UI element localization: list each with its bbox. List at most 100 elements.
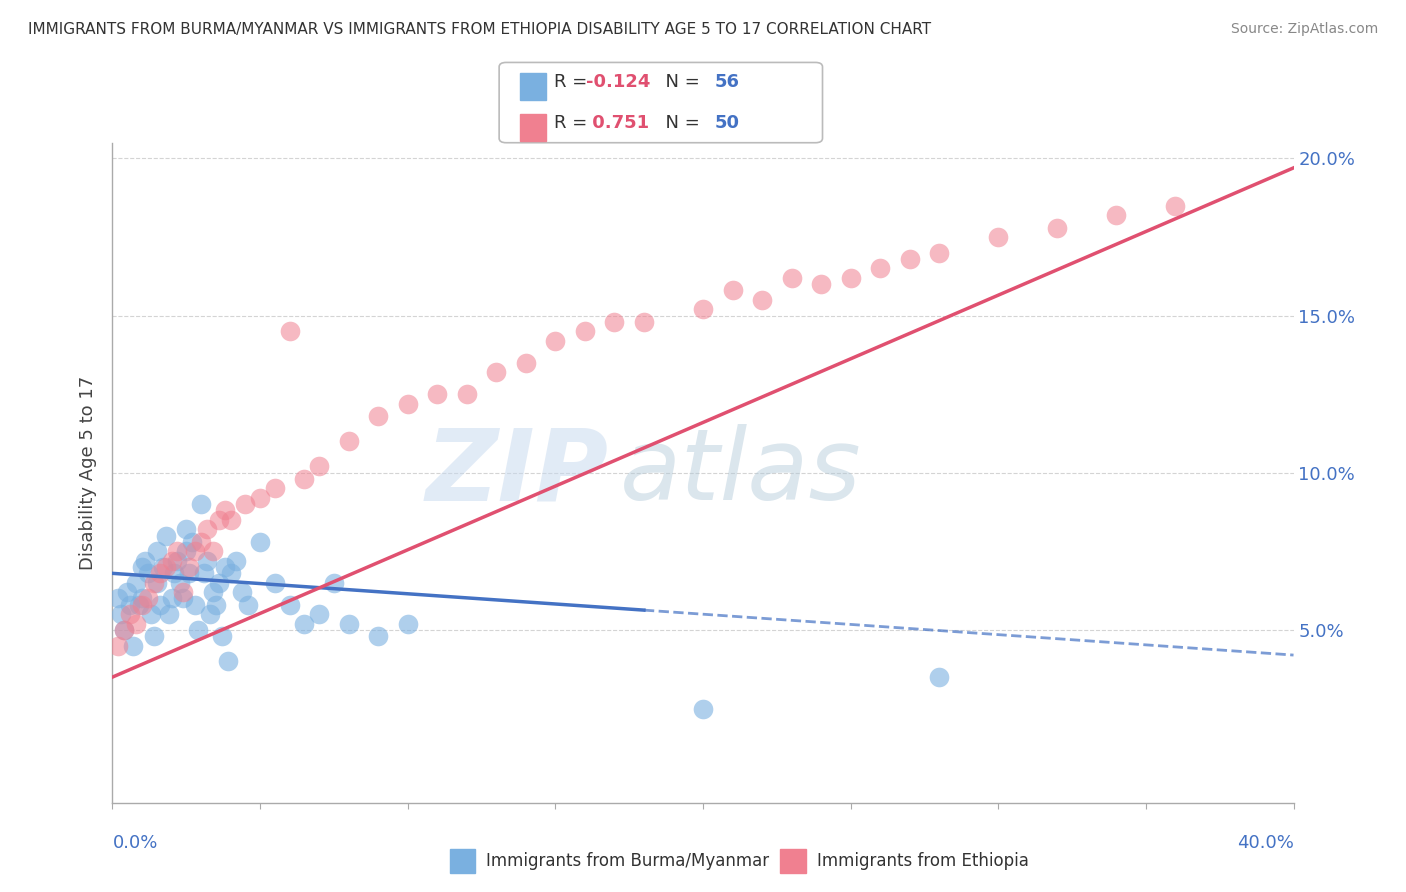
Point [160,554,183,568]
Point [136,591,159,606]
Point [928,670,950,684]
Point [249,535,271,549]
Point [131,591,153,606]
Point [166,554,188,568]
Point [751,293,773,307]
Point [323,575,346,590]
Point [146,575,169,590]
Point [120,598,142,612]
Point [721,284,744,298]
Text: 0.751: 0.751 [586,114,650,132]
Point [869,261,891,276]
Point [292,616,315,631]
Point [152,560,174,574]
Point [1105,208,1128,222]
Point [128,598,150,612]
Point [292,472,315,486]
Point [214,560,236,574]
Point [367,629,389,643]
Point [987,230,1010,244]
Text: ZIP: ZIP [426,425,609,521]
Point [125,575,148,590]
Text: Source: ZipAtlas.com: Source: ZipAtlas.com [1230,22,1378,37]
Point [110,607,132,622]
Point [515,356,537,370]
Text: N =: N = [654,73,706,91]
Point [692,302,714,317]
Point [160,591,183,606]
Point [172,591,194,606]
Point [264,575,287,590]
Text: Immigrants from Ethiopia: Immigrants from Ethiopia [817,852,1029,870]
Point [211,629,233,643]
Point [149,598,172,612]
Point [219,513,242,527]
Point [780,271,803,285]
Point [208,575,231,590]
Point [217,654,239,668]
Text: 50: 50 [714,114,740,132]
Point [264,482,287,496]
Point [195,554,218,568]
Point [633,315,655,329]
Point [603,315,626,329]
Point [112,623,135,637]
Text: atlas: atlas [620,425,862,521]
Point [198,607,221,622]
Point [308,459,330,474]
Point [174,522,197,536]
Point [574,324,596,338]
Point [337,434,360,449]
Point [195,522,218,536]
Point [190,535,212,549]
Point [928,245,950,260]
Point [308,607,330,622]
Point [544,334,567,348]
Point [485,365,508,379]
Point [179,560,201,574]
Point [169,575,191,590]
Point [208,513,231,527]
Point [278,598,301,612]
Text: R =: R = [554,114,593,132]
Point [456,387,478,401]
Point [201,585,224,599]
Point [131,560,153,574]
Point [122,639,145,653]
Point [233,497,256,511]
Text: Immigrants from Burma/Myanmar: Immigrants from Burma/Myanmar [486,852,769,870]
Point [184,598,207,612]
Text: 40.0%: 40.0% [1237,834,1294,852]
Point [179,566,201,581]
Point [205,598,228,612]
Point [810,277,832,292]
Point [134,554,156,568]
Point [249,491,271,505]
Point [426,387,449,401]
Point [155,528,177,542]
Text: 0.0%: 0.0% [112,834,157,852]
Point [139,607,162,622]
Point [166,544,188,558]
Y-axis label: Disability Age 5 to 17: Disability Age 5 to 17 [79,376,97,570]
Point [367,409,389,424]
Point [396,396,419,410]
Point [146,544,169,558]
Text: -0.124: -0.124 [586,73,651,91]
Text: R =: R = [554,73,593,91]
Point [219,566,242,581]
Point [238,598,260,612]
Point [231,585,253,599]
Point [201,544,224,558]
Point [172,585,194,599]
Point [142,629,165,643]
Point [136,566,159,581]
Point [1164,198,1187,212]
Point [225,554,247,568]
Point [163,566,186,581]
Point [157,607,180,622]
Point [692,701,714,715]
Point [214,503,236,517]
Point [396,616,419,631]
Point [155,560,177,574]
